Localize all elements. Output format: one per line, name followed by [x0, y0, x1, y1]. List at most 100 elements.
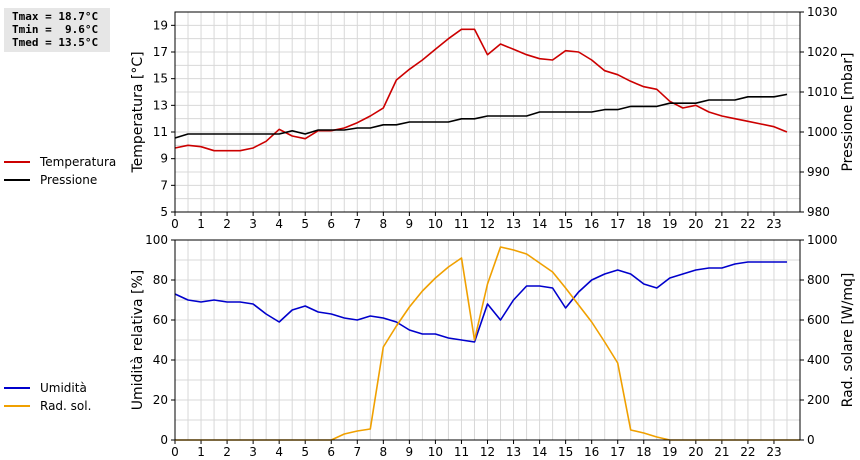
x-tick-label: 14: [532, 445, 547, 459]
x-tick-label: 21: [714, 445, 729, 459]
panel-top: 0 1 2 3 4 5 6 7 8 9 10 11 12 13 14 15 16 17 18 19 20 21 22 2357…: [130, 5, 856, 231]
legend-item-pressione: Pressione: [4, 171, 116, 189]
x-tick-label: 11: [454, 217, 469, 231]
x-tick-label: 1: [197, 217, 205, 231]
panel-bottom: 0 1 2 3 4 5 6 7 8 9 10 11 12 13 14 15 16 17 18 19 20 21 22 2302…: [130, 233, 856, 459]
x-tick-label: 7: [353, 445, 361, 459]
y-tick-label-right: 400: [807, 353, 830, 367]
y-tick-label-left: 7: [160, 178, 168, 192]
y-tick-label-left: 17: [153, 45, 168, 59]
y-tick-label-right: 1000: [807, 125, 838, 139]
y-tick-label-left: 60: [153, 313, 168, 327]
legend-bottom: Umidità Rad. sol.: [4, 379, 91, 415]
x-tick-label: 8: [380, 445, 388, 459]
x-tick-label: 17: [610, 217, 625, 231]
series-line-umidit: [174, 261, 787, 343]
x-tick-label: 10: [428, 217, 443, 231]
x-tick-label: 11: [454, 445, 469, 459]
x-tick-label: 12: [480, 217, 495, 231]
x-tick-label: 21: [714, 217, 729, 231]
x-tick-label: 16: [584, 445, 599, 459]
legend-item-radsol: Rad. sol.: [4, 397, 91, 415]
y-tick-label-right: 1020: [807, 45, 838, 59]
legend-label-temperatura: Temperatura: [40, 155, 117, 169]
x-tick-label: 3: [249, 445, 257, 459]
y-tick-label-left: 5: [160, 205, 168, 219]
y-tick-label-right: 1030: [807, 5, 838, 19]
y-tick-label-right: 1010: [807, 85, 838, 99]
legend-item-temperatura: Temperatura: [4, 153, 116, 171]
y-tick-label-right: 0: [807, 433, 815, 447]
series-line-temperatura: [174, 28, 788, 152]
plot-frame-bottom: [174, 239, 801, 441]
x-tick-label: 0: [171, 217, 179, 231]
x-tick-label: 15: [558, 445, 573, 459]
x-tick-label: 7: [353, 217, 361, 231]
x-tick-label: 6: [327, 217, 335, 231]
x-tick-label: 5: [301, 445, 309, 459]
x-tick-label: 3: [249, 217, 257, 231]
y-axis-title-right: Rad. solare [W/mq]: [840, 273, 856, 408]
y-tick-label-right: 800: [807, 273, 830, 287]
x-tick-label: 19: [662, 217, 677, 231]
legend-label-umidita: Umidità: [40, 381, 87, 395]
x-tick-label: 20: [688, 445, 703, 459]
y-axis-title-left: Temperatura [°C]: [130, 51, 146, 173]
x-tick-label: 13: [506, 445, 521, 459]
x-tick-label: 13: [506, 217, 521, 231]
x-tick-label: 2: [223, 217, 231, 231]
y-axis-title-left: Umidità relativa [%]: [130, 270, 146, 411]
legend-label-pressione: Pressione: [40, 173, 98, 187]
y-tick-label-left: 11: [153, 125, 168, 139]
x-tick-label: 9: [406, 445, 414, 459]
x-tick-label: 14: [532, 217, 547, 231]
x-tick-label: 15: [558, 217, 573, 231]
x-tick-label: 8: [380, 217, 388, 231]
y-axis-title-right: Pressione [mbar]: [840, 52, 856, 171]
x-tick-label: 5: [301, 217, 309, 231]
legend-swatch-temperatura: [4, 161, 30, 163]
x-tick-label: 6: [327, 445, 335, 459]
y-tick-label-left: 80: [153, 273, 168, 287]
legend-swatch-radsol: [4, 405, 30, 407]
x-tick-label: 19: [662, 445, 677, 459]
x-tick-label: 22: [740, 445, 755, 459]
stats-box: Tmax = 18.7°C Tmin = 9.6°C Tmed = 13.5°C: [4, 8, 110, 52]
y-tick-label-left: 15: [153, 72, 168, 86]
y-tick-label-right: 980: [807, 205, 830, 219]
series-line-rad-sol: [175, 246, 800, 441]
y-tick-label-right: 200: [807, 393, 830, 407]
x-tick-label: 1: [197, 445, 205, 459]
x-tick-label: 18: [636, 445, 651, 459]
y-tick-label-left: 9: [160, 152, 168, 166]
x-tick-label: 10: [428, 445, 443, 459]
legend-swatch-umidita: [4, 387, 30, 389]
y-tick-label-left: 40: [153, 353, 168, 367]
x-tick-label: 2: [223, 445, 231, 459]
legend-item-umidita: Umidità: [4, 379, 91, 397]
y-tick-label-left: 0: [160, 433, 168, 447]
x-tick-label: 22: [740, 217, 755, 231]
y-tick-label-left: 19: [153, 18, 168, 32]
legend-swatch-pressione: [4, 179, 30, 181]
x-tick-label: 4: [275, 445, 283, 459]
series-line-pressione: [174, 93, 788, 139]
x-tick-label: 23: [766, 445, 781, 459]
stat-tmin: Tmin = 9.6°C: [12, 23, 99, 36]
x-tick-label: 23: [766, 217, 781, 231]
x-tick-label: 0: [171, 445, 179, 459]
legend-label-radsol: Rad. sol.: [40, 399, 92, 413]
x-tick-label: 4: [275, 217, 283, 231]
x-tick-label: 16: [584, 217, 599, 231]
y-tick-label-left: 20: [153, 393, 168, 407]
x-tick-label: 9: [406, 217, 414, 231]
stat-tmax: Tmax = 18.7°C: [12, 10, 99, 23]
stat-tmed: Tmed = 13.5°C: [12, 36, 99, 49]
x-tick-label: 18: [636, 217, 651, 231]
x-tick-label: 17: [610, 445, 625, 459]
y-tick-label-right: 1000: [807, 233, 838, 247]
legend-top: Temperatura Pressione: [4, 153, 116, 189]
y-tick-label-right: 990: [807, 165, 830, 179]
x-tick-label: 20: [688, 217, 703, 231]
x-tick-label: 12: [480, 445, 495, 459]
